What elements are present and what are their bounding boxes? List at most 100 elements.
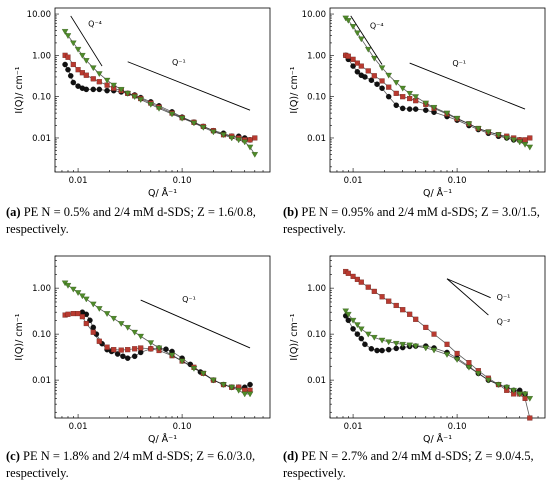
data-point-green [526,144,534,151]
data-point-green [378,65,386,72]
data-point-red [386,298,392,304]
slope-guide-line [140,299,251,349]
data-point-green [392,80,400,86]
data-point-green [485,129,492,136]
data-point-red [90,76,96,82]
data-point-green [178,115,186,122]
data-point-green [147,102,155,108]
data-point-red [358,279,364,285]
data-point-green [495,132,502,138]
data-point-green [220,132,227,138]
data-point-red [466,360,472,366]
data-point-green [510,137,517,144]
y-tick-label: 10.00 [27,10,51,20]
caption-a-tag: (a) [6,205,21,219]
data-point-green [354,322,361,329]
data-point-red [90,329,96,335]
data-point-red [407,95,413,102]
y-axis-label: I(Q)/ cm⁻¹ [289,66,300,113]
data-point-red [365,68,371,74]
data-point-green [210,377,217,384]
data-point-red [350,56,356,62]
y-tick-label: 10.00 [302,10,326,20]
data-point-green [465,121,473,128]
x-axis-label: Q/ Å⁻¹ [148,187,177,199]
data-point-green [495,382,502,388]
slope-label: Q⁻¹ [172,58,186,67]
y-tick-label: 0.10 [32,330,51,340]
y-tick-label: 0.01 [307,134,326,144]
y-tick-label: 0.01 [32,376,51,386]
data-point-red [247,137,253,143]
data-point-green [453,115,461,122]
data-point-green [516,391,523,398]
data-point-green [392,341,400,347]
y-tick-label: 0.10 [32,93,51,103]
data-point-green [521,142,529,148]
data-point-red [70,311,76,317]
plot-frame-c [54,255,271,419]
data-point-green [399,341,406,348]
data-point-black [65,66,71,73]
data-point-red [148,346,154,352]
data-point-green [510,387,517,394]
data-point-red [125,347,131,353]
x-tick-label: 0.01 [344,422,363,432]
slope-guide-line [127,61,251,111]
data-point-green [465,364,473,371]
data-point-black [385,93,392,100]
data-point-red [386,84,392,90]
data-point-green [200,371,207,377]
caption-d-text: PE N = 2.7% and 2/4 mM d-SDS; Z = 9.0/4.… [283,449,534,480]
caption-c-text: PE N = 1.8% and 2/4 mM d-SDS; Z = 6.0/3.… [6,449,256,480]
data-point-green [516,139,523,146]
data-point-black [368,77,375,83]
plot-frame-d [329,255,546,419]
data-point-red [354,276,360,282]
data-point-green [349,24,357,30]
y-axis-label: I(Q)/ cm⁻¹ [289,313,300,360]
data-point-red [400,307,406,313]
data-point-red [83,320,89,327]
slope-label: Q⁻¹ [452,59,466,68]
x-tick-label: 0.10 [448,422,467,432]
data-point-black [368,346,375,352]
data-point-green [246,144,254,151]
data-point-green [79,52,86,59]
y-tick-label: 0.10 [307,93,326,103]
caption-c: (c) PE N = 1.8% and 2/4 mM d-SDS; Z = 6.… [6,448,268,482]
data-point-green [443,110,451,117]
data-point-black [423,107,429,113]
data-point-black [345,317,352,324]
data-point-green [131,329,138,336]
fit-line-green [64,31,256,155]
data-point-green [83,296,90,303]
data-point-green [83,58,90,64]
data-point-red [407,311,413,317]
data-point-green [178,358,186,365]
data-point-green [155,106,163,112]
data-point-black [354,331,361,337]
data-point-green [365,331,372,338]
data-point-green [406,91,413,97]
slope-label: Q⁻⁴ [370,21,384,30]
chart-svg-a: 0.01 0.10 0.01 0.10 1.00 10.00 Q/ Å⁻¹ I(Q)/ cm⁻… [14,7,271,199]
plot-frame-b [329,7,546,173]
data-point-green [137,333,144,340]
data-point-green [190,366,198,372]
x-tick-label: 0.10 [173,422,192,432]
data-point-black [385,346,392,353]
data-point-green [422,100,430,107]
data-point-black [379,85,385,91]
chart-panel-a: 0.01 0.10 0.01 0.10 1.00 10.00 Q/ Å⁻¹ I(Q)/ cm⁻… [0,0,275,200]
data-point-red [118,347,124,353]
chart-svg-c: 0.01 0.10 0.01 0.10 1.00 Q/ Å⁻¹ I(Q)/ cm⁻¹ Q⁻¹ [14,255,271,445]
data-point-green [412,343,419,350]
data-point-green [406,342,413,349]
y-axis-label: I(Q)/ cm⁻¹ [14,66,25,113]
data-point-red [431,331,437,337]
data-point-green [342,308,349,315]
data-point-black [83,86,90,93]
data-point-green [345,18,352,24]
data-point-red [522,137,528,143]
